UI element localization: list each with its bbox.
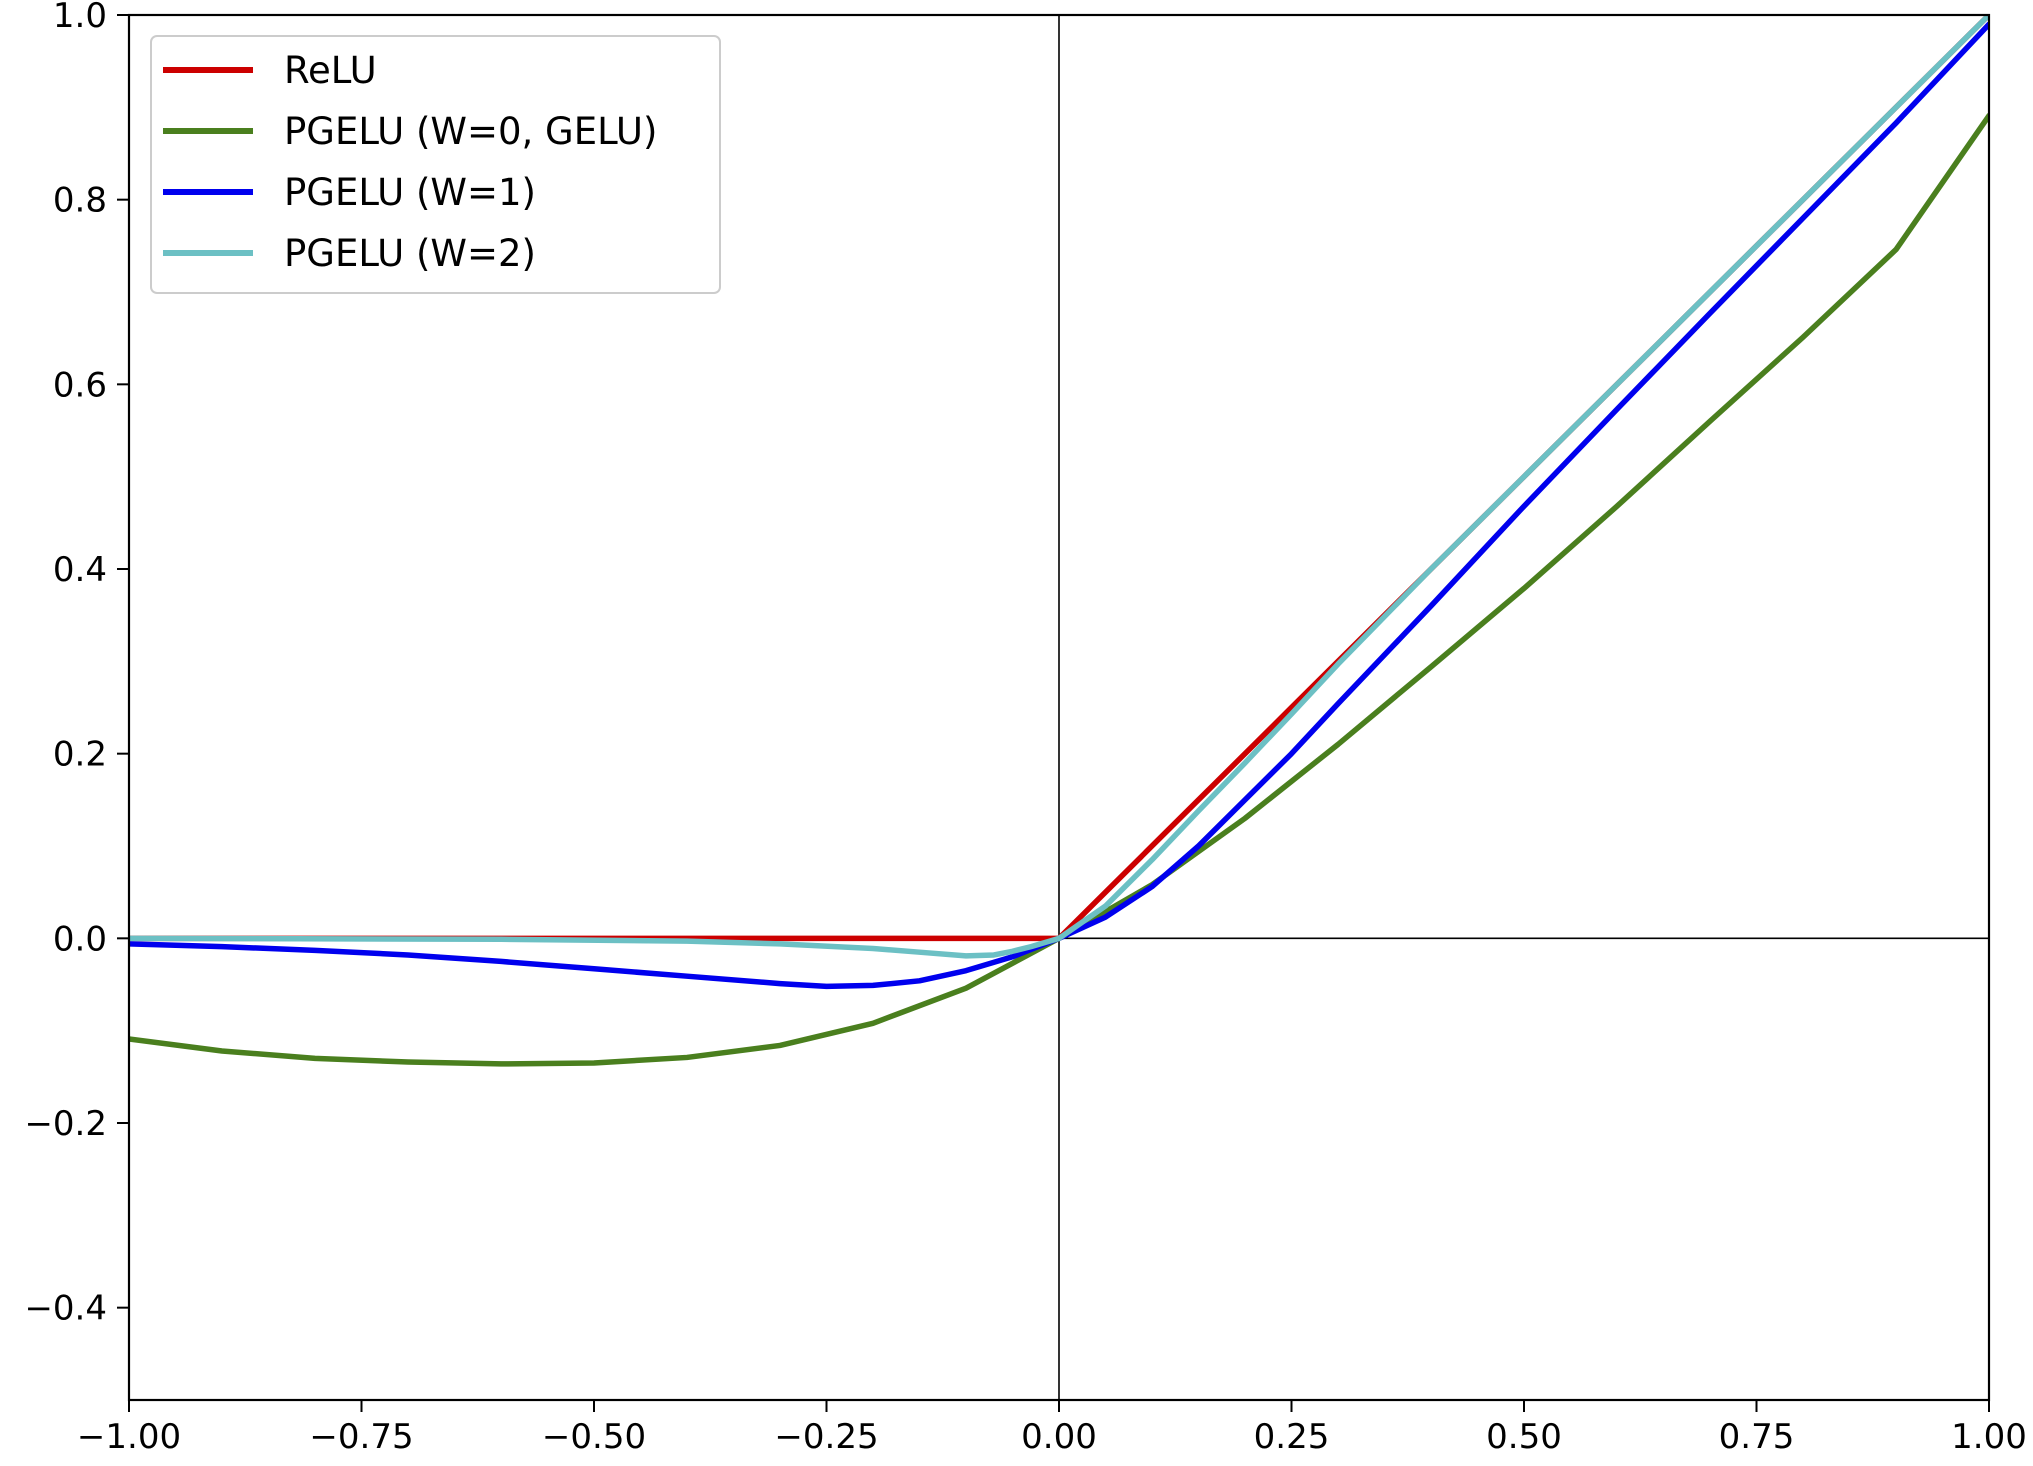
y-tick-label: −0.2 (24, 1104, 107, 1144)
y-tick-label: 0.0 (53, 919, 107, 959)
series-line-3 (129, 15, 1989, 959)
legend-label: PGELU (W=2) (284, 232, 536, 275)
x-tick-label: 0.25 (1254, 1417, 1330, 1457)
x-axis: −1.00 −0.75 −0.50 −0.25 0.00 0.25 0.50 0.75 1.00 (77, 1400, 2027, 1457)
y-tick-label: 0.6 (53, 365, 107, 405)
x-tick-label: −0.50 (542, 1417, 646, 1457)
legend-label: PGELU (W=1) (284, 171, 536, 214)
legend-label: ReLU (284, 49, 377, 92)
legend-box (150, 35, 721, 294)
series-layer (129, 15, 1989, 1067)
y-tick-label: 0.8 (53, 181, 107, 221)
x-tick-label: 0.75 (1719, 1417, 1795, 1457)
y-tick-label: −0.4 (24, 1289, 107, 1329)
x-tick-label: −0.75 (309, 1417, 413, 1457)
x-tick-label: −1.00 (77, 1417, 181, 1457)
y-tick-label: 0.2 (53, 735, 107, 775)
x-tick-label: 0.00 (1021, 1417, 1097, 1457)
legend: ReLU PGELU (W=0, GELU) PGELU (W=1) PGELU (W… (150, 35, 721, 294)
x-tick-label: −0.25 (774, 1417, 878, 1457)
legend-label: PGELU (W=0, GELU) (284, 110, 657, 153)
x-tick-label: 1.00 (1951, 1417, 2027, 1457)
y-tick-label: 0.4 (53, 550, 107, 590)
x-tick-label: 0.50 (1486, 1417, 1562, 1457)
y-axis: −0.4 −0.2 0.0 0.2 0.4 0.6 0.8 1.0 (24, 0, 129, 1329)
y-tick-label: 1.0 (53, 0, 107, 36)
